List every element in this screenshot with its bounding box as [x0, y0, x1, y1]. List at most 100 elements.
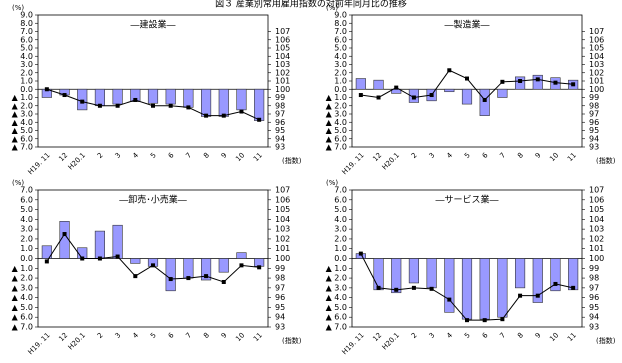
x-tick-label: 3 [114, 151, 123, 160]
x-tick-label: 4 [445, 331, 454, 340]
bar [218, 258, 229, 273]
y2-tick-label: 100 [589, 254, 604, 263]
marker [358, 251, 363, 256]
bar [479, 258, 490, 320]
x-tick-label: 10 [234, 331, 246, 343]
marker [44, 87, 49, 92]
marker [257, 265, 262, 270]
y2-tick-label: 97 [589, 110, 599, 119]
y-tick-label: 4.0 [20, 52, 33, 61]
y-tick-label: ▲ 1.0 [12, 264, 33, 273]
y-tick-label: ▲ 5.0 [326, 303, 347, 312]
bar [426, 258, 437, 289]
bar [165, 258, 176, 292]
bar [479, 88, 490, 116]
y2-tick-label: 103 [589, 60, 604, 69]
x-tick-label: 4 [131, 331, 140, 340]
y-tick-label: ▲ 4.0 [326, 118, 347, 127]
marker [80, 99, 85, 104]
y-tick-label: ▲ 6.0 [326, 134, 347, 143]
y-tick-label: ▲ 7.0 [326, 143, 347, 152]
bar [355, 78, 366, 90]
y-tick-label: 1.0 [334, 77, 347, 86]
y-tick-label: ▲ 2.0 [326, 101, 347, 110]
y-tick-label: ▲ 3.0 [326, 283, 347, 292]
y-tick-label: ▲ 4.0 [12, 118, 33, 127]
y-axis-label: (%) [12, 179, 24, 187]
y-tick-label: ▲ 7.0 [12, 323, 33, 332]
y2-tick-label: 98 [589, 274, 599, 283]
marker [394, 287, 399, 292]
marker [465, 76, 469, 81]
bar [532, 258, 543, 303]
x-tick-label: H19. 11 [341, 151, 366, 176]
marker [168, 277, 173, 282]
bar [497, 88, 508, 98]
y-tick-label: 4.0 [334, 215, 347, 224]
x-tick-label: 6 [167, 331, 176, 340]
marker [535, 77, 540, 82]
marker [535, 293, 540, 298]
bar [218, 88, 229, 117]
y2-axis-label: (指数) [596, 336, 616, 345]
marker [376, 285, 381, 290]
x-tick-label: 3 [114, 331, 123, 340]
y-tick-label: ▲ 3.0 [12, 283, 33, 292]
marker [151, 103, 155, 108]
y-tick-label: 2.0 [334, 68, 347, 77]
marker [133, 274, 138, 279]
bar [373, 79, 384, 90]
y2-tick-label: 102 [275, 68, 290, 77]
bar [550, 258, 561, 292]
marker [553, 281, 558, 286]
y-tick-label: ▲ 3.0 [326, 110, 347, 119]
bar [236, 88, 247, 111]
marker [500, 79, 505, 84]
y2-tick-label: 104 [275, 52, 290, 61]
bar [130, 258, 141, 264]
marker [115, 254, 120, 259]
marker [239, 263, 244, 268]
marker [44, 259, 49, 264]
y-tick-label: 8.0 [334, 19, 347, 28]
x-tick-label: 7 [498, 151, 507, 160]
x-tick-label: 11 [566, 331, 578, 343]
marker [518, 293, 523, 298]
marker [447, 68, 452, 73]
y2-tick-label: 94 [275, 134, 285, 143]
y-tick-label: 3.0 [334, 60, 347, 69]
marker [429, 93, 434, 98]
y-tick-label: 5.0 [334, 205, 347, 214]
bar [236, 252, 247, 259]
y2-tick-label: 99 [275, 93, 285, 102]
marker [465, 318, 469, 323]
y-tick-label: 0.0 [20, 254, 33, 263]
bar [201, 88, 212, 117]
y-tick-label: 5.0 [20, 44, 33, 53]
x-tick-label: 7 [184, 151, 193, 160]
y2-tick-label: 105 [589, 44, 604, 53]
y-tick-label: 0.0 [20, 85, 33, 94]
y-tick-label: 5.0 [20, 205, 33, 214]
bar [408, 258, 419, 284]
x-tick-label: 10 [548, 331, 560, 343]
x-tick-label: 7 [498, 331, 507, 340]
panel-title-box [427, 18, 507, 32]
y-tick-label: 0.0 [334, 254, 347, 263]
y-tick-label: 9.0 [334, 11, 347, 20]
y2-tick-label: 101 [589, 244, 604, 253]
panel-title: ―サービス業― [435, 194, 498, 206]
marker [429, 286, 434, 291]
y2-tick-label: 107 [589, 27, 604, 36]
x-tick-label: 10 [548, 151, 560, 163]
y2-axis-label: (指数) [282, 336, 302, 345]
bar [254, 88, 265, 121]
y2-tick-label: 98 [275, 274, 285, 283]
y2-tick-label: 93 [275, 323, 285, 332]
y-tick-label: 7.0 [334, 186, 347, 195]
marker [62, 93, 67, 98]
plot-frame [37, 14, 269, 148]
x-tick-label: 5 [149, 331, 158, 340]
panel-title: ―建設業― [130, 19, 175, 31]
bar [532, 74, 543, 90]
